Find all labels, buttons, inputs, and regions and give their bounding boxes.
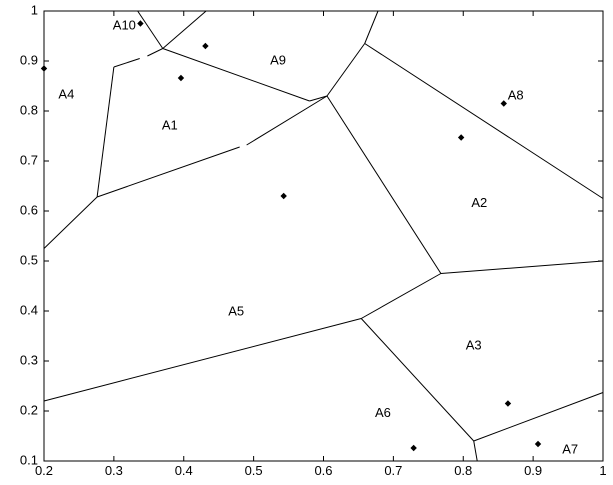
boundary-edge-19: [473, 392, 604, 442]
site-point-0: [137, 20, 144, 27]
site-point-1: [202, 42, 209, 50]
y-tick-label-9: 1: [31, 2, 38, 17]
y-tick-label-4: 0.5: [20, 252, 38, 267]
x-tick-label-8: 1: [599, 463, 606, 478]
region-label-a3: A3: [466, 337, 482, 352]
boundary-edge-13: [326, 95, 442, 274]
region-label-a7: A7: [562, 441, 578, 456]
region-label-a4: A4: [58, 86, 74, 101]
region-label-a10: A10: [113, 17, 136, 32]
y-tick-label-6: 0.7: [20, 152, 38, 167]
region-label-a2: A2: [471, 195, 487, 210]
y-tick-label-7: 0.8: [20, 102, 38, 117]
x-tick-label-5: 0.7: [384, 463, 402, 478]
boundary-edge-18: [473, 440, 478, 462]
plot-frame: [43, 10, 604, 462]
site-point-5: [500, 100, 507, 107]
y-tick-label-0: 0.1: [20, 452, 38, 467]
y-tick-label-5: 0.6: [20, 202, 38, 217]
x-tick-label-4: 0.6: [314, 463, 332, 478]
x-axis: 0.2 0.3 0.4 0.5 0.6 0.7 0.8 0.9 1: [35, 11, 607, 478]
x-tick-label-1: 0.3: [105, 463, 123, 478]
x-tick-label-0: 0.2: [35, 463, 53, 478]
site-point-7: [504, 400, 512, 407]
boundary-edge-5: [162, 10, 207, 49]
site-point-8: [410, 444, 417, 452]
region-label-a1: A1: [162, 117, 178, 132]
boundary-edge-4: [137, 10, 164, 49]
boundary-edge-9: [309, 95, 328, 102]
y-tick-label-2: 0.3: [20, 352, 38, 367]
site-points: [40, 20, 542, 452]
y-axis: 0.1 0.2 0.3 0.4 0.5 0.6 0.7 0.8 0.9 1: [20, 2, 603, 467]
site-point-9: [534, 440, 542, 448]
x-tick-label-2: 0.4: [175, 463, 193, 478]
boundary-edge-2: [113, 58, 140, 68]
y-tick-label-8: 0.9: [20, 52, 38, 67]
boundary-edge-8: [246, 95, 328, 146]
boundary-edge-1: [96, 66, 115, 198]
site-point-6: [457, 134, 465, 141]
site-point-4: [280, 192, 287, 200]
region-label-a8: A8: [508, 87, 524, 102]
x-tick-label-6: 0.8: [454, 463, 472, 478]
boundary-edge-16: [43, 318, 362, 402]
cell-boundaries: [43, 10, 604, 462]
boundary-edge-17: [360, 318, 475, 442]
boundary-edge-11: [364, 10, 379, 44]
region-labels: A10 A9 A4 A1 A8 A2 A5 A3 A6 A7: [58, 17, 578, 456]
y-tick-label-1: 0.2: [20, 402, 38, 417]
boundary-edge-15: [360, 273, 442, 319]
boundary-edge-3: [147, 48, 164, 57]
region-label-a5: A5: [228, 303, 244, 318]
region-label-a9: A9: [270, 52, 286, 67]
boundary-edge-10: [326, 43, 366, 97]
y-tick-label-3: 0.4: [20, 302, 38, 317]
site-point-2: [177, 74, 185, 82]
x-tick-label-3: 0.5: [245, 463, 263, 478]
boundary-edge-7: [96, 146, 240, 198]
boundary-edge-14: [440, 260, 604, 274]
x-tick-label-7: 0.9: [524, 463, 542, 478]
boundary-edge-0: [43, 196, 98, 249]
boundary-edge-6: [162, 48, 310, 102]
boundary-edge-12: [364, 43, 604, 199]
region-label-a6: A6: [375, 405, 391, 420]
